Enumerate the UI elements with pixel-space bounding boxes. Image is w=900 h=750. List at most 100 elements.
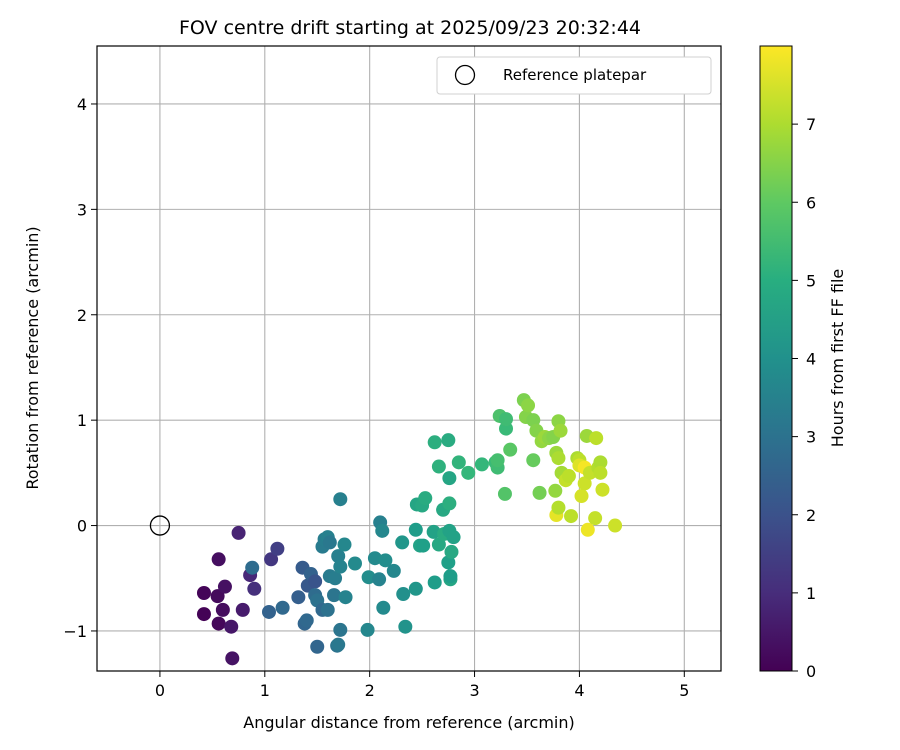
scatter-point (446, 530, 461, 545)
x-tick-label: 5 (679, 681, 689, 700)
colorbar-label: Hours from first FF file (828, 269, 847, 448)
scatter-point (215, 602, 230, 617)
scatter-point (375, 523, 390, 538)
grid-lines (97, 46, 721, 671)
scatter-point (196, 586, 211, 601)
reference-marker-group (149, 515, 171, 536)
scatter-point (593, 455, 608, 470)
scatter-point (211, 616, 226, 631)
colorbar-tick-label: 5 (806, 271, 816, 290)
scatter-point (396, 587, 411, 602)
scatter-point (551, 451, 566, 466)
scatter-point (427, 575, 442, 590)
scatter-point (431, 459, 446, 474)
scatter-point (561, 469, 576, 484)
y-tick-label: 2 (77, 306, 87, 325)
scatter-point (196, 607, 211, 622)
scatter-point (442, 496, 457, 511)
scatter-point (427, 435, 442, 450)
y-axis-label: Rotation from reference (arcmin) (23, 226, 42, 489)
scatter-point (386, 563, 401, 578)
scatter-point (322, 535, 337, 550)
scatter-point (548, 483, 563, 498)
colorbar-tick-label: 4 (806, 350, 816, 369)
x-tick-label: 4 (574, 681, 584, 700)
scatter-point (264, 552, 279, 567)
scatter-point (217, 579, 232, 594)
scatter-point (521, 398, 536, 413)
scatter-point (231, 525, 246, 540)
colorbar-ticks: 0 1 2 3 4 5 6 7 (792, 115, 816, 681)
scatter-point (331, 549, 346, 564)
scatter-point (331, 637, 346, 652)
scatter-point (211, 552, 226, 567)
x-tick-label: 2 (365, 681, 375, 700)
scatter-point (526, 413, 541, 428)
colorbar-tick-label: 2 (806, 506, 816, 525)
scatter-point (310, 639, 325, 654)
scatter-point (408, 522, 423, 537)
scatter-point (338, 590, 353, 605)
scatter-point (247, 581, 262, 596)
colorbar-tick-label: 6 (806, 193, 816, 212)
scatter-point (588, 511, 603, 526)
y-tick-label: 0 (77, 517, 87, 536)
scatter-point (608, 518, 623, 533)
x-axis-label: Angular distance from reference (arcmin) (243, 713, 574, 732)
scatter-point (416, 538, 431, 553)
legend-reference-marker (454, 64, 476, 86)
scatter-point (497, 486, 512, 501)
scatter-point (270, 541, 285, 556)
scatter-point (261, 604, 276, 619)
scatter-point (361, 570, 376, 585)
scatter-point (580, 522, 595, 537)
scatter-point (378, 553, 393, 568)
scatter-point (441, 555, 456, 570)
scatter-point (210, 589, 225, 604)
colorbar (759, 45, 793, 672)
scatter-point (441, 433, 456, 448)
colorbar-tick-label: 1 (806, 584, 816, 603)
scatter-point (372, 572, 387, 587)
scatter-point (532, 485, 547, 500)
x-tick-label: 3 (469, 681, 479, 700)
chart-title: FOV centre drift starting at 2025/09/23 … (179, 17, 641, 39)
x-tick-label: 0 (155, 681, 165, 700)
scatter-point (376, 600, 391, 615)
scatter-point (503, 442, 518, 457)
scatter-point (333, 622, 348, 637)
scatter-point (474, 457, 489, 472)
scatter-point (553, 423, 568, 438)
plot-frame (96, 45, 722, 672)
scatter-point (347, 556, 362, 571)
x-axis-ticks: 0 1 2 3 4 5 (155, 671, 689, 700)
scatter-point (275, 600, 290, 615)
scatter-point (526, 453, 541, 468)
scatter-points (196, 393, 623, 666)
scatter-point (245, 560, 260, 575)
scatter-point (418, 491, 433, 506)
scatter-point (367, 551, 382, 566)
y-axis-ticks: −1 0 1 2 3 4 (63, 95, 97, 641)
colorbar-tick-label: 3 (806, 428, 816, 447)
x-tick-label: 1 (260, 681, 270, 700)
legend: Reference platepar (436, 56, 712, 95)
scatter-point (499, 412, 514, 427)
scatter-point (235, 602, 250, 617)
scatter-point (224, 619, 239, 634)
y-tick-label: 4 (77, 95, 87, 114)
scatter-point (461, 465, 476, 480)
y-tick-label: 3 (77, 200, 87, 219)
colorbar-tick-label: 0 (806, 662, 816, 681)
scatter-point (574, 489, 589, 504)
scatter-point (595, 482, 610, 497)
reference-platepar-marker (149, 515, 171, 536)
scatter-point (333, 559, 348, 574)
scatter-point (564, 509, 579, 524)
scatter-point (299, 613, 314, 628)
scatter-point (589, 431, 604, 446)
scatter-point (408, 581, 423, 596)
scatter-point (426, 524, 441, 539)
legend-box (436, 56, 712, 95)
